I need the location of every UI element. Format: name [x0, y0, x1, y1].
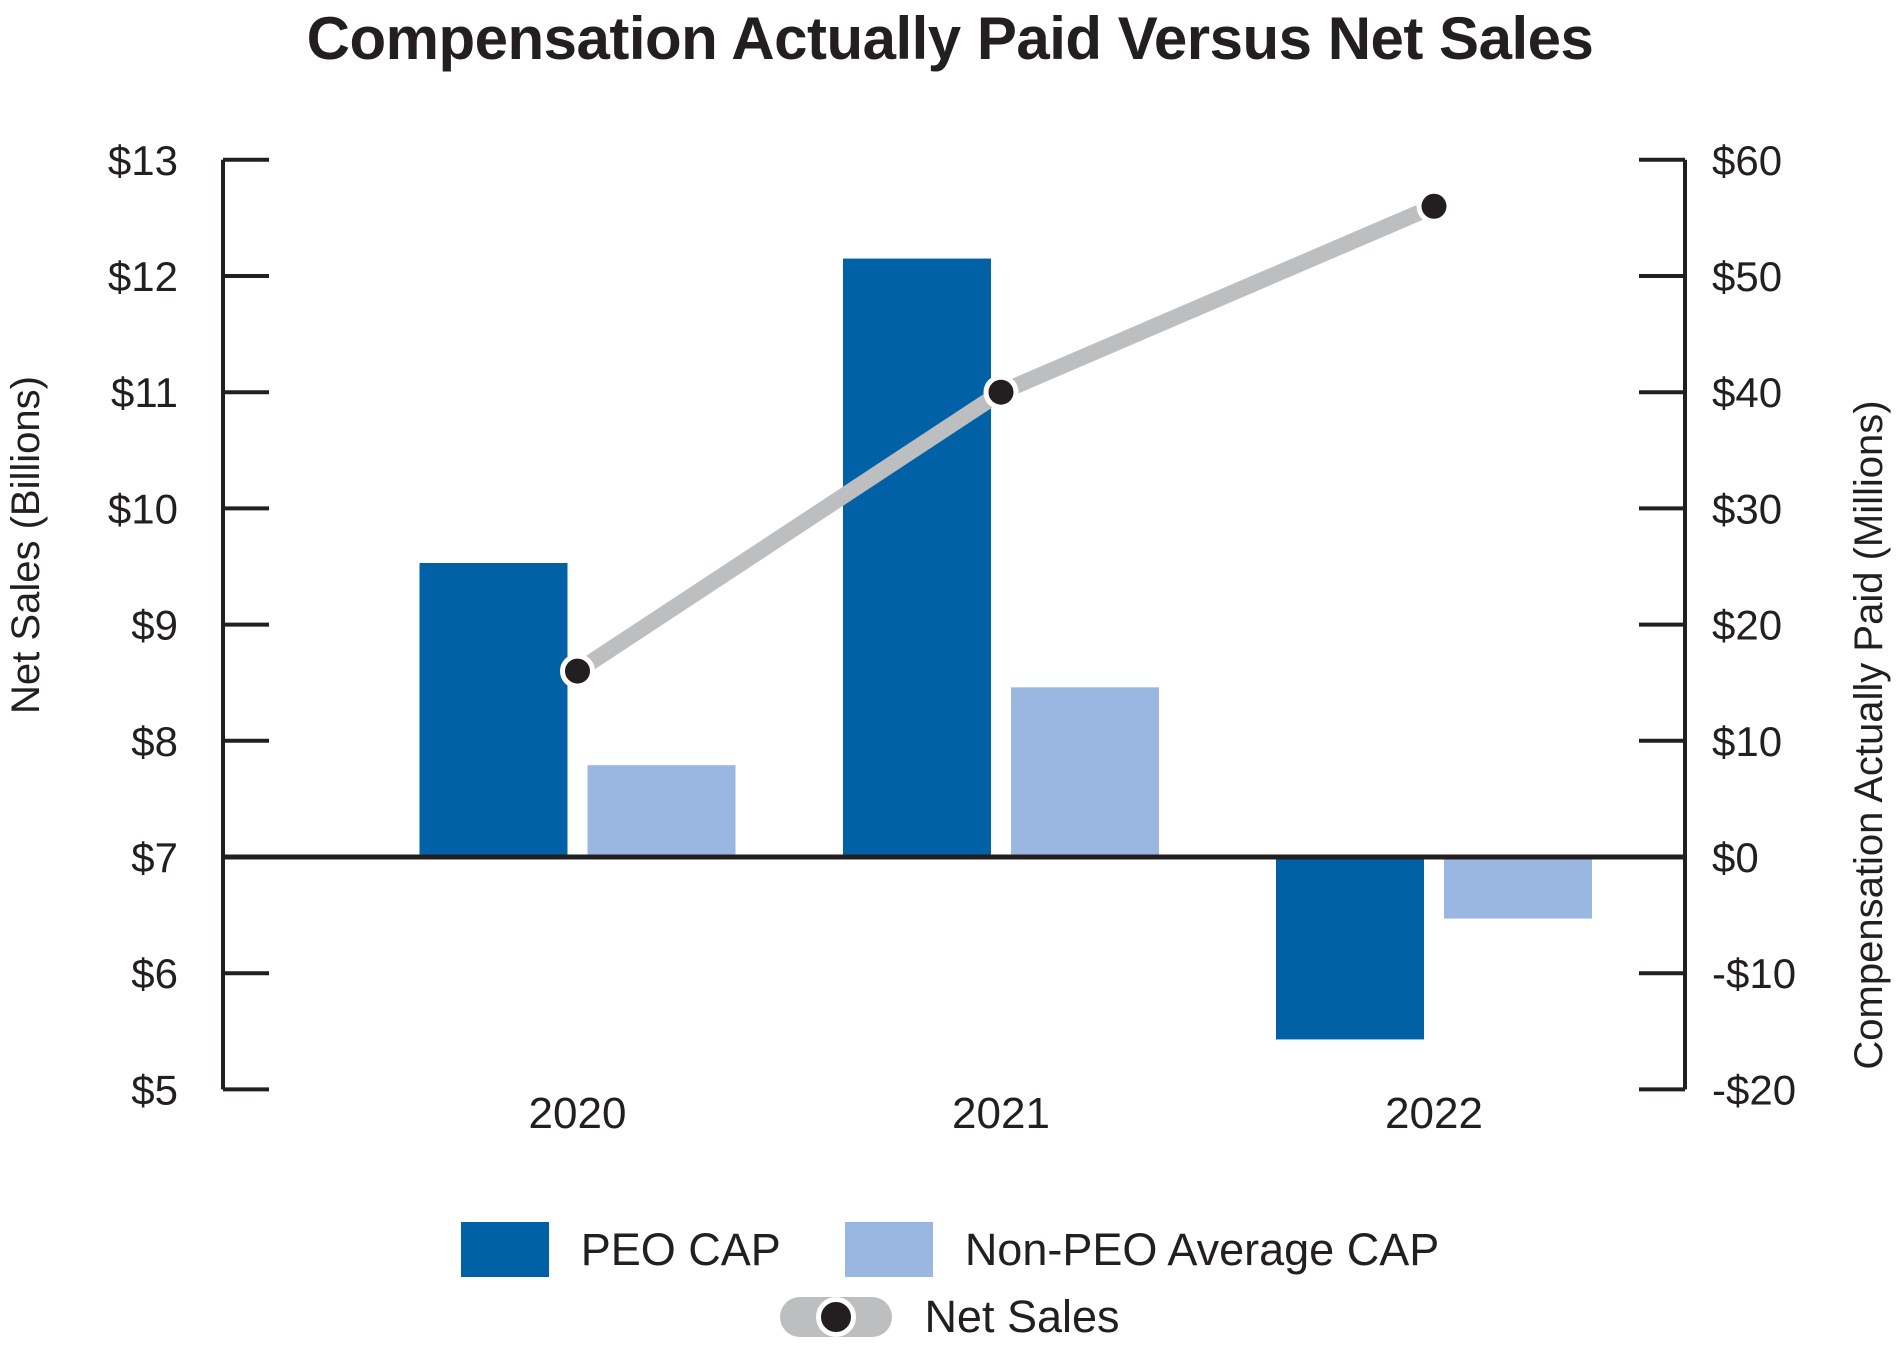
right-axis-tick-label-$50: $50: [1712, 253, 1782, 300]
bar-non-peo-cap-2021: [1011, 687, 1159, 857]
legend-item-peo-cap: PEO CAP: [460, 1222, 781, 1277]
left-axis-tick-label-$5: $5: [131, 1066, 178, 1113]
legend-label-peo-cap: PEO CAP: [580, 1223, 781, 1275]
legend-item-non-peo-cap: Non-PEO Average CAP: [844, 1222, 1440, 1277]
right-axis-title: Compensation Actually Paid (Millions): [1847, 400, 1891, 1070]
legend-line-marker: [780, 1297, 893, 1337]
x-axis-label-2021: 2021: [952, 1089, 1050, 1138]
bar-peo-cap-2021: [843, 258, 991, 857]
right-axis-tick-label-$30: $30: [1712, 485, 1782, 532]
right-axis-tick-label-$20: $20: [1712, 602, 1782, 649]
legend-swatch-non-peo-cap: [844, 1222, 933, 1277]
chart-title: Compensation Actually Paid Versus Net Sa…: [306, 5, 1594, 72]
right-axis-tick-label-$10: $10: [1712, 718, 1782, 765]
left-axis-tick-label-$6: $6: [131, 950, 178, 997]
bar-non-peo-cap-2022: [1444, 857, 1592, 919]
right-axis-tick-label-$40: $40: [1712, 369, 1782, 416]
left-axis-tick-label-$9: $9: [131, 602, 178, 649]
left-axis-tick-label-$7: $7: [131, 834, 178, 881]
legend-row-bars: PEO CAP Non-PEO Average CAP: [460, 1222, 1440, 1277]
x-axis-label-2020: 2020: [529, 1089, 627, 1138]
left-axis-tick-label-$11: $11: [111, 369, 178, 416]
left-axis-tick-label-$13: $13: [108, 137, 178, 184]
left-axis-title: Net Sales (Billions): [4, 376, 48, 714]
legend-dot-icon: [816, 1297, 857, 1337]
bar-peo-cap-2022: [1276, 857, 1424, 1040]
legend-row-line: Net Sales: [780, 1291, 1120, 1343]
net-sales-line: [569, 198, 1442, 680]
bar-non-peo-cap-2020: [587, 765, 736, 857]
legend-item-net-sales: Net Sales: [780, 1291, 1120, 1343]
left-axis-tick-label-$8: $8: [131, 718, 178, 765]
net-sales-point-2020: [560, 653, 595, 689]
legend: PEO CAP Non-PEO Average CAP Net Sales: [0, 1222, 1900, 1343]
right-axis-tick-label-$0: $0: [1712, 834, 1759, 881]
left-axis-tick-label-$12: $12: [108, 253, 178, 300]
legend-label-net-sales: Net Sales: [924, 1291, 1120, 1342]
right-axis-tick-label--$20: -$20: [1712, 1066, 1796, 1113]
legend-label-non-peo-cap: Non-PEO Average CAP: [964, 1223, 1440, 1275]
x-axis-label-2022: 2022: [1385, 1089, 1483, 1138]
net-sales-point-2021: [983, 374, 1019, 410]
right-axis-tick-label--$10: -$10: [1712, 950, 1796, 997]
left-axis-tick-label-$10: $10: [108, 485, 178, 532]
right-axis-tick-label-$60: $60: [1712, 137, 1782, 184]
bar-peo-cap-2020: [419, 563, 568, 857]
legend-swatch-peo-cap: [460, 1222, 549, 1277]
net-sales-point-2022: [1416, 188, 1452, 224]
